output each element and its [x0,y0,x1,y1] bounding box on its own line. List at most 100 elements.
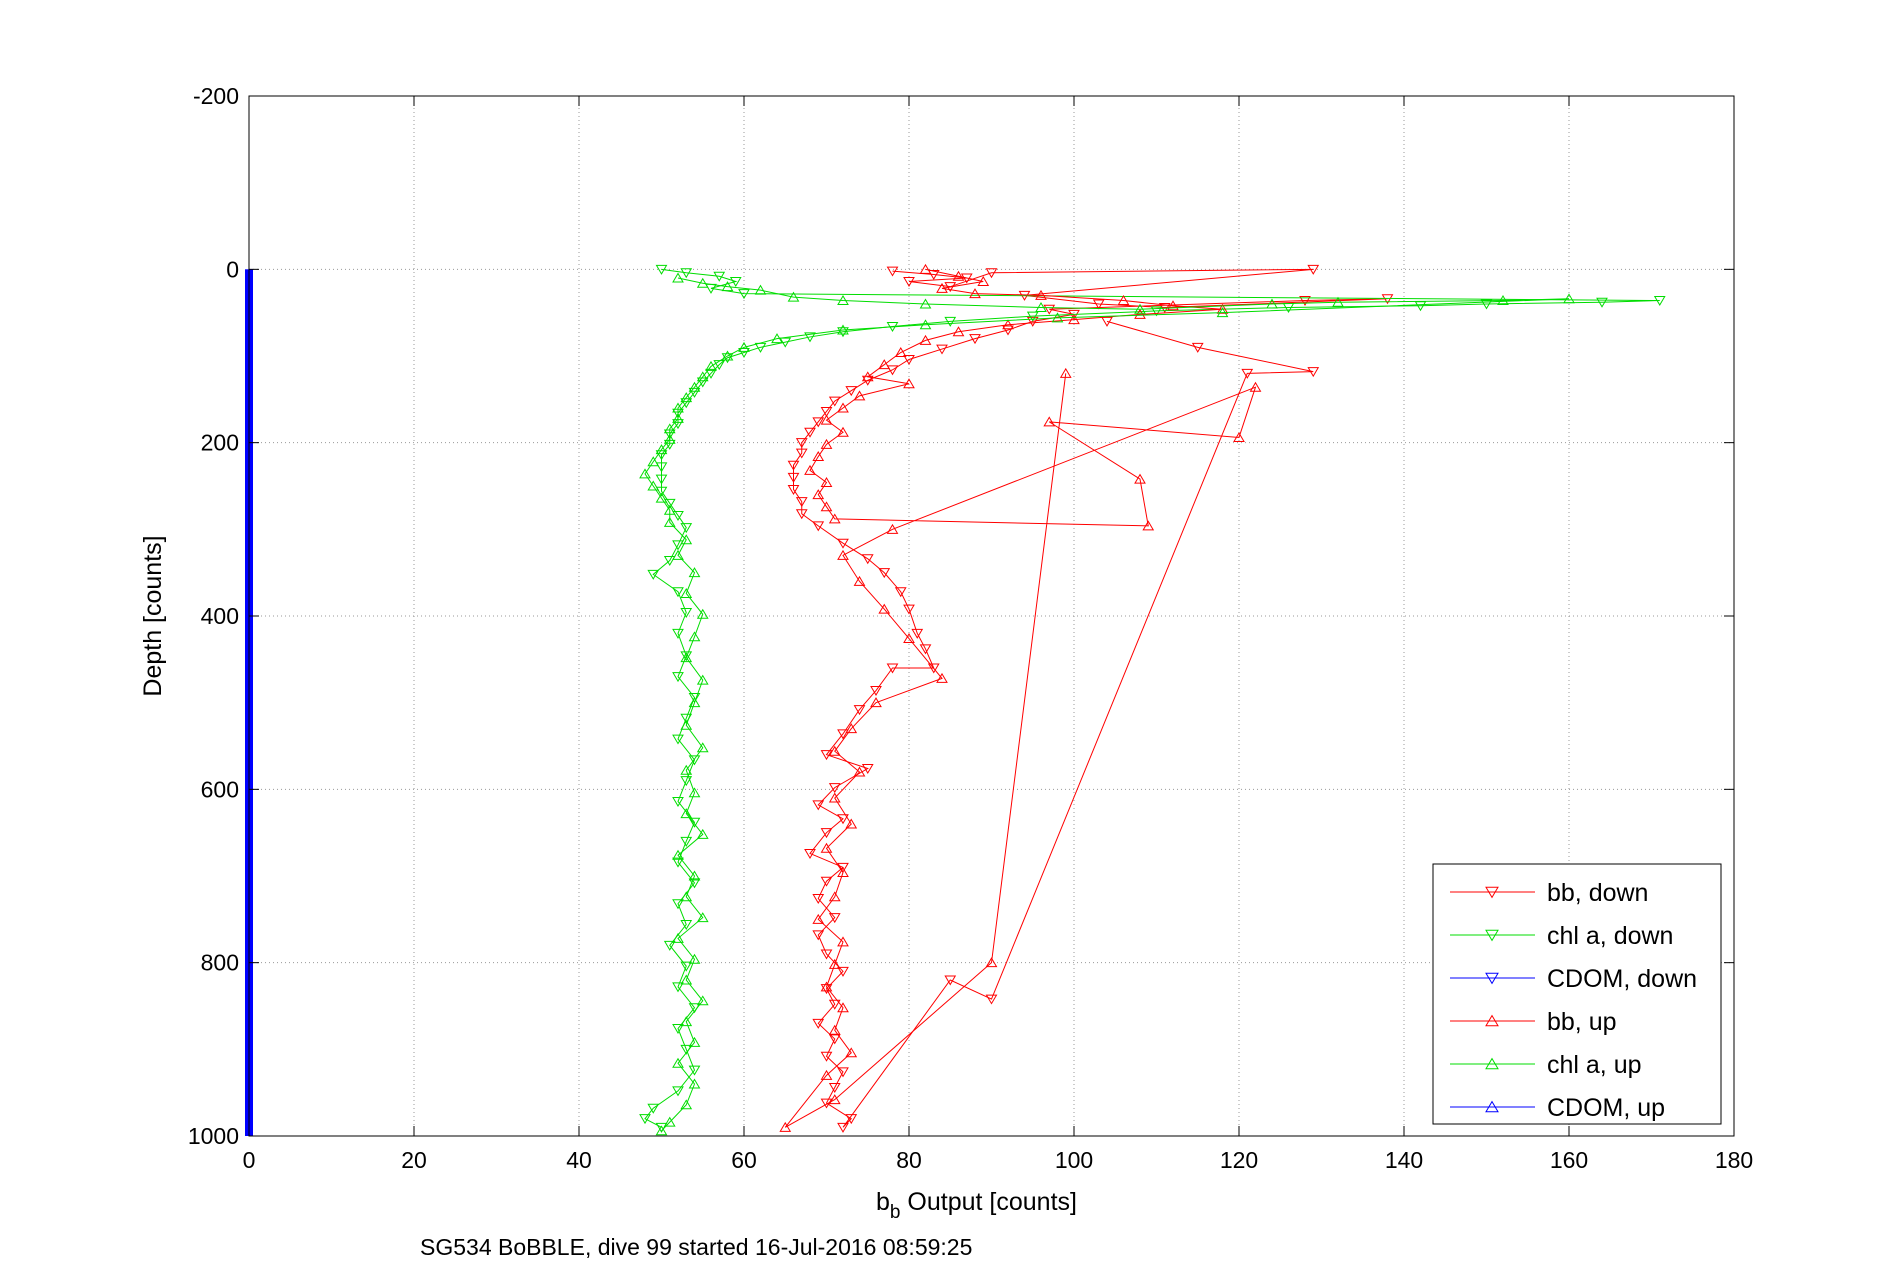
x-axis-label-subscript: b [890,1202,901,1223]
data-point [853,575,866,586]
data-point [837,327,849,338]
data-point [969,288,981,299]
data-point [696,377,709,388]
data-point [837,936,849,947]
data-point [1002,325,1014,336]
data-point [853,705,866,716]
data-point [655,474,668,485]
data-point [680,652,693,663]
data-point [861,764,874,775]
x-tick-label: 140 [1385,1147,1423,1173]
data-point [672,1086,684,1097]
y-tick-label: 0 [226,256,239,282]
data-point [672,672,684,683]
x-tick-label: 160 [1550,1147,1588,1173]
data-point [1117,295,1130,306]
data-point [738,341,750,352]
data-point [845,723,858,734]
data-point [1233,431,1245,442]
data-point [779,1121,792,1132]
data-point [853,766,866,777]
data-point [680,776,693,787]
data-point [738,348,750,359]
data-point [1307,367,1320,378]
data-point [837,1067,849,1078]
data-point [680,651,693,662]
ticks: 0 20 40 60 80 100 120 140 160 180 -200 0 200 400 600 80… [188,83,1753,1173]
data-point [837,1002,849,1013]
data-point [639,468,651,479]
data-point [647,480,660,491]
legend-marker [1485,886,1499,899]
data-point [795,497,808,508]
data-point [688,692,701,703]
data-point [828,1082,841,1093]
data-point [820,981,833,992]
data-point [688,387,701,398]
data-point [837,402,849,413]
data-point [680,587,693,598]
data-point [688,870,701,881]
data-point [680,398,693,409]
data-point [861,371,874,382]
data-point [886,365,899,376]
data-point [1266,298,1278,309]
data-point [647,456,660,467]
data-point [828,396,841,407]
data-point [1216,307,1229,318]
data-point [878,568,891,579]
data-point [820,949,833,960]
data-point [828,513,841,524]
data-point [985,957,998,968]
data-point [837,867,849,878]
data-point [680,974,693,985]
data-point [672,412,684,423]
data-point [672,549,684,560]
data-point [696,995,709,1006]
data-point [820,438,833,449]
data-point [894,347,907,358]
data-point [795,448,808,459]
data-point [672,419,684,430]
data-point [680,961,693,972]
data-point [721,350,734,361]
legend: bb, down chl a, down CDOM, down bb, up chl a… [1432,863,1722,1125]
data-point [828,1094,841,1105]
x-tick-label: 0 [243,1147,256,1173]
data-point [828,913,841,924]
data-point [713,271,726,282]
data-point [663,556,676,567]
data-point [672,982,684,993]
data-point [663,940,676,951]
series-0 [787,264,1394,1133]
data-point [878,359,891,370]
data-point [1241,368,1254,379]
data-point [1026,316,1039,327]
data-point [927,663,940,674]
data-point [672,849,684,860]
data-point [795,438,808,449]
data-point [837,426,849,437]
data-point [655,444,668,455]
data-point [680,608,693,619]
data-point [663,1116,676,1127]
data-point [680,808,693,819]
data-point [936,282,948,293]
data-point [680,891,693,902]
data-point [820,828,833,839]
data-point [1249,381,1262,392]
data-point [936,344,948,355]
data-point [1142,520,1155,531]
data-point [820,477,833,488]
data-point [837,814,849,825]
data-point [655,492,668,503]
data-point [672,628,684,639]
legend-marker [1485,972,1499,985]
y-tick-label: 800 [201,950,239,976]
data-point [812,930,825,941]
data-point [828,1024,841,1035]
data-point [639,1114,651,1125]
data-point [1480,299,1493,310]
legend-marker [1485,929,1499,942]
grid [249,96,1734,1136]
